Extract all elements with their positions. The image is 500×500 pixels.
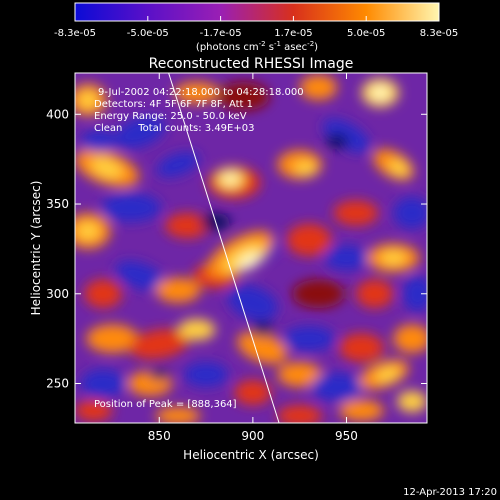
heatmap-blob xyxy=(101,193,162,222)
annotation-detectors: Detectors: 4F 5F 6F 7F 8F, Att 1 xyxy=(94,99,253,110)
colorbar-unit-label: (photons cm-2 s-1 asec-2) xyxy=(196,40,318,53)
heatmap-blob xyxy=(80,130,119,152)
colorbar-tick-label: -8.3e-05 xyxy=(54,28,96,39)
heatmap-blob xyxy=(217,81,270,111)
heatmap-blob xyxy=(237,331,288,364)
chart-title: Reconstructed RHESSI Image xyxy=(149,56,354,72)
heatmap-blob xyxy=(388,159,410,177)
heatmap-blob xyxy=(402,275,427,312)
colorbar-tick-label: 8.3e-05 xyxy=(420,28,458,39)
heatmap-blob xyxy=(294,160,317,176)
heatmap-blob xyxy=(155,277,201,303)
heatmap-blob xyxy=(393,196,427,230)
heatmap-blob xyxy=(90,157,123,179)
colorbar xyxy=(74,2,440,22)
heatmap-blob xyxy=(299,74,338,100)
x-axis-label: Heliocentric X (arcsec) xyxy=(183,448,319,462)
x-tick-label: 950 xyxy=(335,429,358,443)
heatmap-blob xyxy=(277,405,323,423)
annotation-energy: Energy Range: 25.0 - 50.0 keV xyxy=(94,111,247,122)
heatmap-blob xyxy=(115,260,166,291)
solar-limb-line xyxy=(168,73,280,423)
heatmap-blob xyxy=(86,324,139,353)
heatmap-blob xyxy=(393,324,427,353)
y-tick-label: 400 xyxy=(46,107,69,121)
heatmap-blob xyxy=(155,406,201,423)
heatmap-blob xyxy=(333,200,379,226)
annotations: 9-Jul-2002 04:22:18.000 to 04:28:18.000 … xyxy=(94,87,304,410)
heatmap-blob xyxy=(177,318,216,341)
x-axis: 850 900 950 xyxy=(148,73,358,443)
heatmap-blob xyxy=(324,245,369,271)
heatmap-blob xyxy=(397,390,427,413)
heatmap-blob xyxy=(227,285,279,321)
plot-frame xyxy=(74,72,428,424)
colorbar-tick-label: -1.7e-05 xyxy=(200,28,242,39)
heatmap-blob xyxy=(277,361,323,388)
heatmap-blob xyxy=(115,116,166,149)
heatmap-blob xyxy=(380,250,407,266)
heatmap-blob xyxy=(164,213,210,239)
y-tick-label: 300 xyxy=(46,287,69,301)
heatmap-blob xyxy=(156,151,200,178)
heatmap-blob xyxy=(234,379,272,406)
colorbar-ticks: -8.3e-05 -5.0e-05 -1.7e-05 1.7e-05 5.0e-05 8.… xyxy=(54,16,458,39)
colorbar-tick-label: 5.0e-05 xyxy=(347,28,385,39)
heatmap-blob xyxy=(251,322,274,337)
heatmap-blob xyxy=(222,173,238,185)
heatmap-blob xyxy=(322,118,371,153)
heatmap-blob xyxy=(75,399,113,422)
heatmap-blob xyxy=(355,279,394,309)
heatmap-blob xyxy=(129,328,189,360)
heatmap-blob xyxy=(183,361,229,388)
x-tick-label: 850 xyxy=(148,429,171,443)
heatmap-blob xyxy=(375,366,401,383)
heatmap-blob xyxy=(76,221,100,240)
heatmap-blob xyxy=(325,134,349,149)
peak-label: Position of Peak = [888,364] xyxy=(94,399,237,410)
y-tick-label: 250 xyxy=(46,377,69,391)
heatmap-blob xyxy=(78,90,98,109)
timestamp: 12-Apr-2013 17:20 xyxy=(403,487,497,498)
y-tick-label: 350 xyxy=(46,197,69,211)
heatmap-blob xyxy=(310,372,364,402)
heatmap-blob xyxy=(149,369,169,380)
y-axis: 250 300 350 400 xyxy=(46,107,427,391)
heatmap-blob xyxy=(84,279,122,309)
heatmap-blob xyxy=(174,81,220,104)
annotation-counts: Clean Total counts: 3.49E+03 xyxy=(94,123,254,134)
heatmap-blob xyxy=(339,333,384,362)
heatmap-blob xyxy=(286,223,332,257)
heatmap-blob xyxy=(370,85,390,100)
colorbar-tick-label: -5.0e-05 xyxy=(127,28,169,39)
x-tick-label: 900 xyxy=(241,429,264,443)
heatmap-blob xyxy=(339,399,384,422)
annotation-time: 9-Jul-2002 04:22:18.000 to 04:28:18.000 xyxy=(98,87,304,98)
heatmap-blob xyxy=(282,326,336,352)
colorbar-tick-label: 1.7e-05 xyxy=(274,28,312,39)
heatmap-blob xyxy=(292,279,345,309)
heatmap-blob xyxy=(237,252,262,271)
heatmap-image xyxy=(75,74,427,423)
y-axis-label: Heliocentric Y (arcsec) xyxy=(29,181,43,316)
heatmap-blob xyxy=(80,369,126,398)
